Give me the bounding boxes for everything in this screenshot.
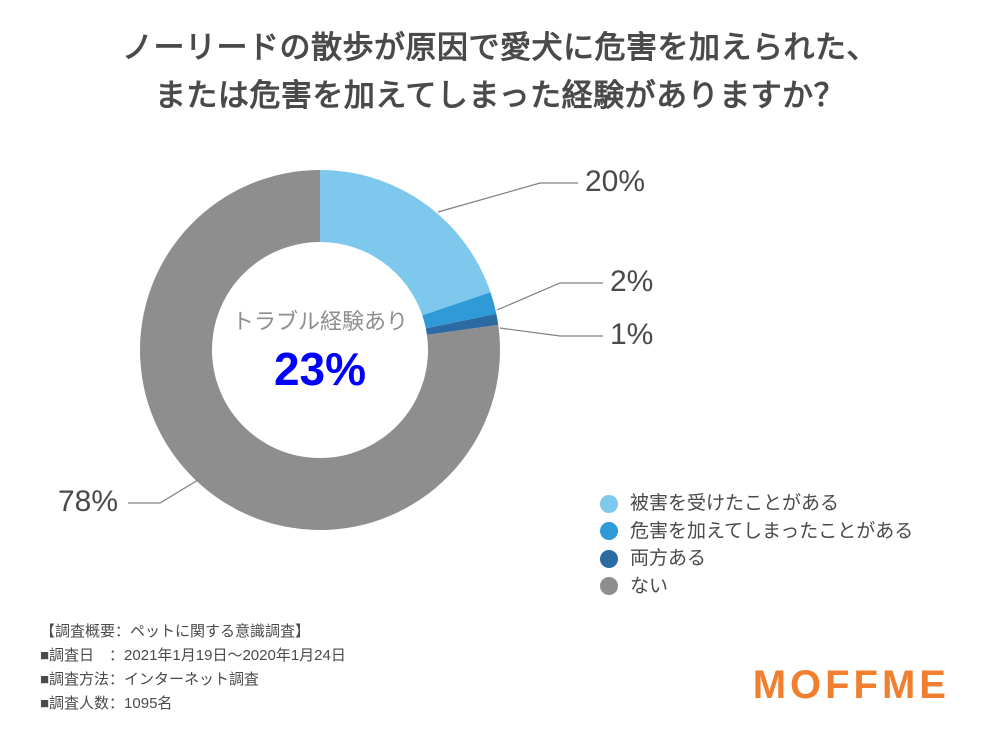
- footer-line-3: ■調査方法：インターネット調査: [40, 668, 346, 692]
- legend-text: 被害を受けたことがある: [630, 490, 839, 518]
- legend-dot-icon: [600, 550, 618, 568]
- legend: 被害を受けたことがある 危害を加えてしまったことがある 両方ある ない: [600, 490, 913, 600]
- legend-dot-icon: [600, 577, 618, 595]
- legend-item: 両方ある: [600, 545, 913, 573]
- donut-chart: [120, 150, 520, 550]
- legend-item: ない: [600, 573, 913, 601]
- label-1: 1%: [610, 318, 653, 352]
- footer-line-4: ■調査人数：1095名: [40, 692, 346, 716]
- brand-logo: MOFFME: [753, 663, 950, 708]
- survey-footer: 【調査概要：ペットに関する意識調査】 ■調査日 ：2021年1月19日〜2020…: [40, 620, 346, 716]
- legend-dot-icon: [600, 495, 618, 513]
- donut-svg: [120, 150, 520, 550]
- legend-dot-icon: [600, 522, 618, 540]
- label-78: 78%: [58, 485, 118, 519]
- footer-line-1: 【調査概要：ペットに関する意識調査】: [40, 620, 346, 644]
- title-line-1: ノーリードの散歩が原因で愛犬に危害を加えられた、: [122, 30, 878, 65]
- legend-text: 両方ある: [630, 545, 706, 573]
- legend-text: ない: [630, 573, 668, 601]
- legend-text: 危害を加えてしまったことがある: [630, 518, 913, 546]
- legend-item: 危害を加えてしまったことがある: [600, 518, 913, 546]
- chart-title: ノーリードの散歩が原因で愛犬に危害を加えられた、 または危害を加えてしまった経験…: [0, 24, 1000, 120]
- title-line-2: または危害を加えてしまった経験がありますか？: [155, 78, 845, 113]
- label-2: 2%: [610, 265, 653, 299]
- footer-line-2: ■調査日 ：2021年1月19日〜2020年1月24日: [40, 644, 346, 668]
- label-20: 20%: [585, 165, 645, 199]
- legend-item: 被害を受けたことがある: [600, 490, 913, 518]
